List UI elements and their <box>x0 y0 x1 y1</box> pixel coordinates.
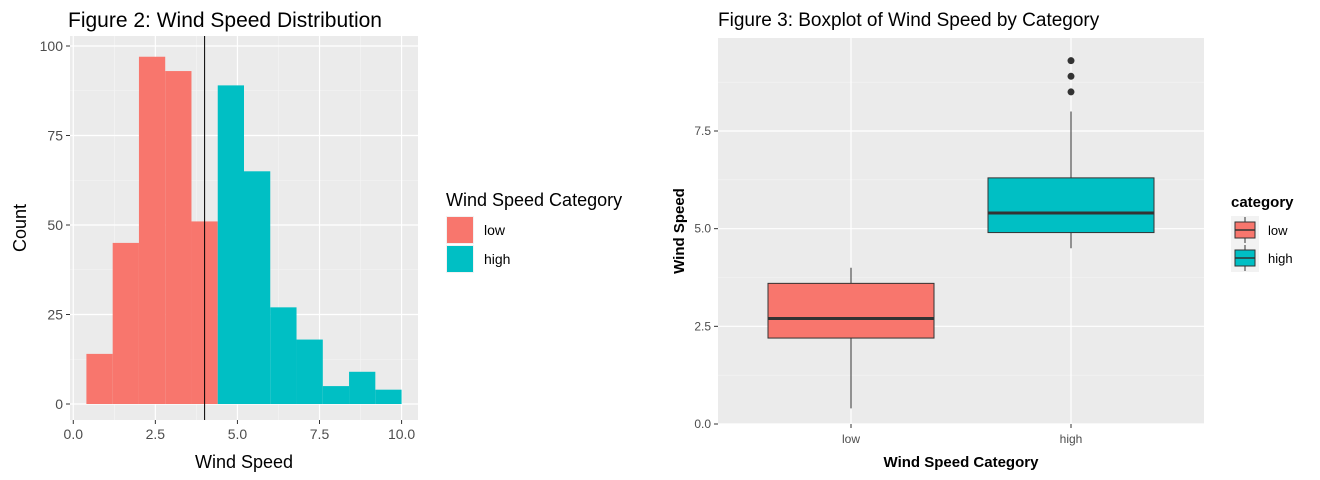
histogram-bar <box>296 339 323 404</box>
histogram-bar <box>349 371 376 404</box>
legend-title: Wind Speed Category <box>446 190 622 210</box>
legend: category low high <box>1231 194 1294 272</box>
x-tick-label: 5.0 <box>228 426 248 442</box>
histogram-bar <box>86 353 113 404</box>
chart-title: Figure 3: Boxplot of Wind Speed by Categ… <box>718 10 1100 31</box>
y-tick-label: 25 <box>47 307 63 323</box>
box-low <box>767 267 935 409</box>
y-tick-label: 0.0 <box>694 417 711 431</box>
histogram-bar <box>322 386 350 404</box>
y-tick-label: 50 <box>47 217 63 233</box>
legend-swatch <box>447 246 473 272</box>
x-axis-label: Wind Speed <box>195 452 293 472</box>
y-axis-label: Wind Speed <box>671 188 688 274</box>
outlier-point <box>1067 57 1075 65</box>
boxplot-chart: Figure 3: Boxplot of Wind Speed by Categ… <box>671 10 1294 471</box>
histogram-chart: Figure 2: Wind Speed Distribution 0.0 2.5 5… <box>10 9 622 472</box>
x-tick-label: 10.0 <box>388 426 415 442</box>
x-tick-label: high <box>1060 432 1083 446</box>
y-tick-label: 0 <box>55 396 63 412</box>
histogram-bar <box>244 171 271 404</box>
legend: Wind Speed Category low high <box>446 190 622 273</box>
x-tick-label: low <box>842 432 860 446</box>
histogram-bar <box>270 307 297 404</box>
y-tick-label: 75 <box>47 128 63 144</box>
histogram-bar <box>375 389 402 404</box>
legend-label: low <box>484 222 506 238</box>
legend-title: category <box>1231 194 1294 211</box>
box-iqr <box>987 177 1155 234</box>
box-high <box>987 57 1155 249</box>
legend-label: high <box>484 251 510 267</box>
legend-label: high <box>1268 251 1293 266</box>
x-tick-label: 0.0 <box>64 426 84 442</box>
histogram-bar <box>217 85 244 404</box>
legend-swatch <box>447 217 473 243</box>
y-axis-label: Count <box>10 204 30 252</box>
legend-label: low <box>1268 223 1288 238</box>
histogram-bar <box>165 71 192 404</box>
y-tick-label: 5.0 <box>694 222 711 236</box>
outlier-point <box>1067 88 1075 96</box>
x-tick-label: 2.5 <box>146 426 166 442</box>
histogram-bar <box>112 242 139 404</box>
x-tick-label: 7.5 <box>310 426 330 442</box>
y-tick-label: 100 <box>40 38 64 54</box>
histogram-bar <box>138 56 166 405</box>
box-iqr <box>767 282 935 339</box>
chart-title: Figure 2: Wind Speed Distribution <box>68 9 382 32</box>
y-tick-label: 7.5 <box>694 124 711 138</box>
outlier-point <box>1067 72 1075 80</box>
y-tick-label: 2.5 <box>694 319 711 333</box>
x-axis-label: Wind Speed Category <box>884 454 1040 471</box>
